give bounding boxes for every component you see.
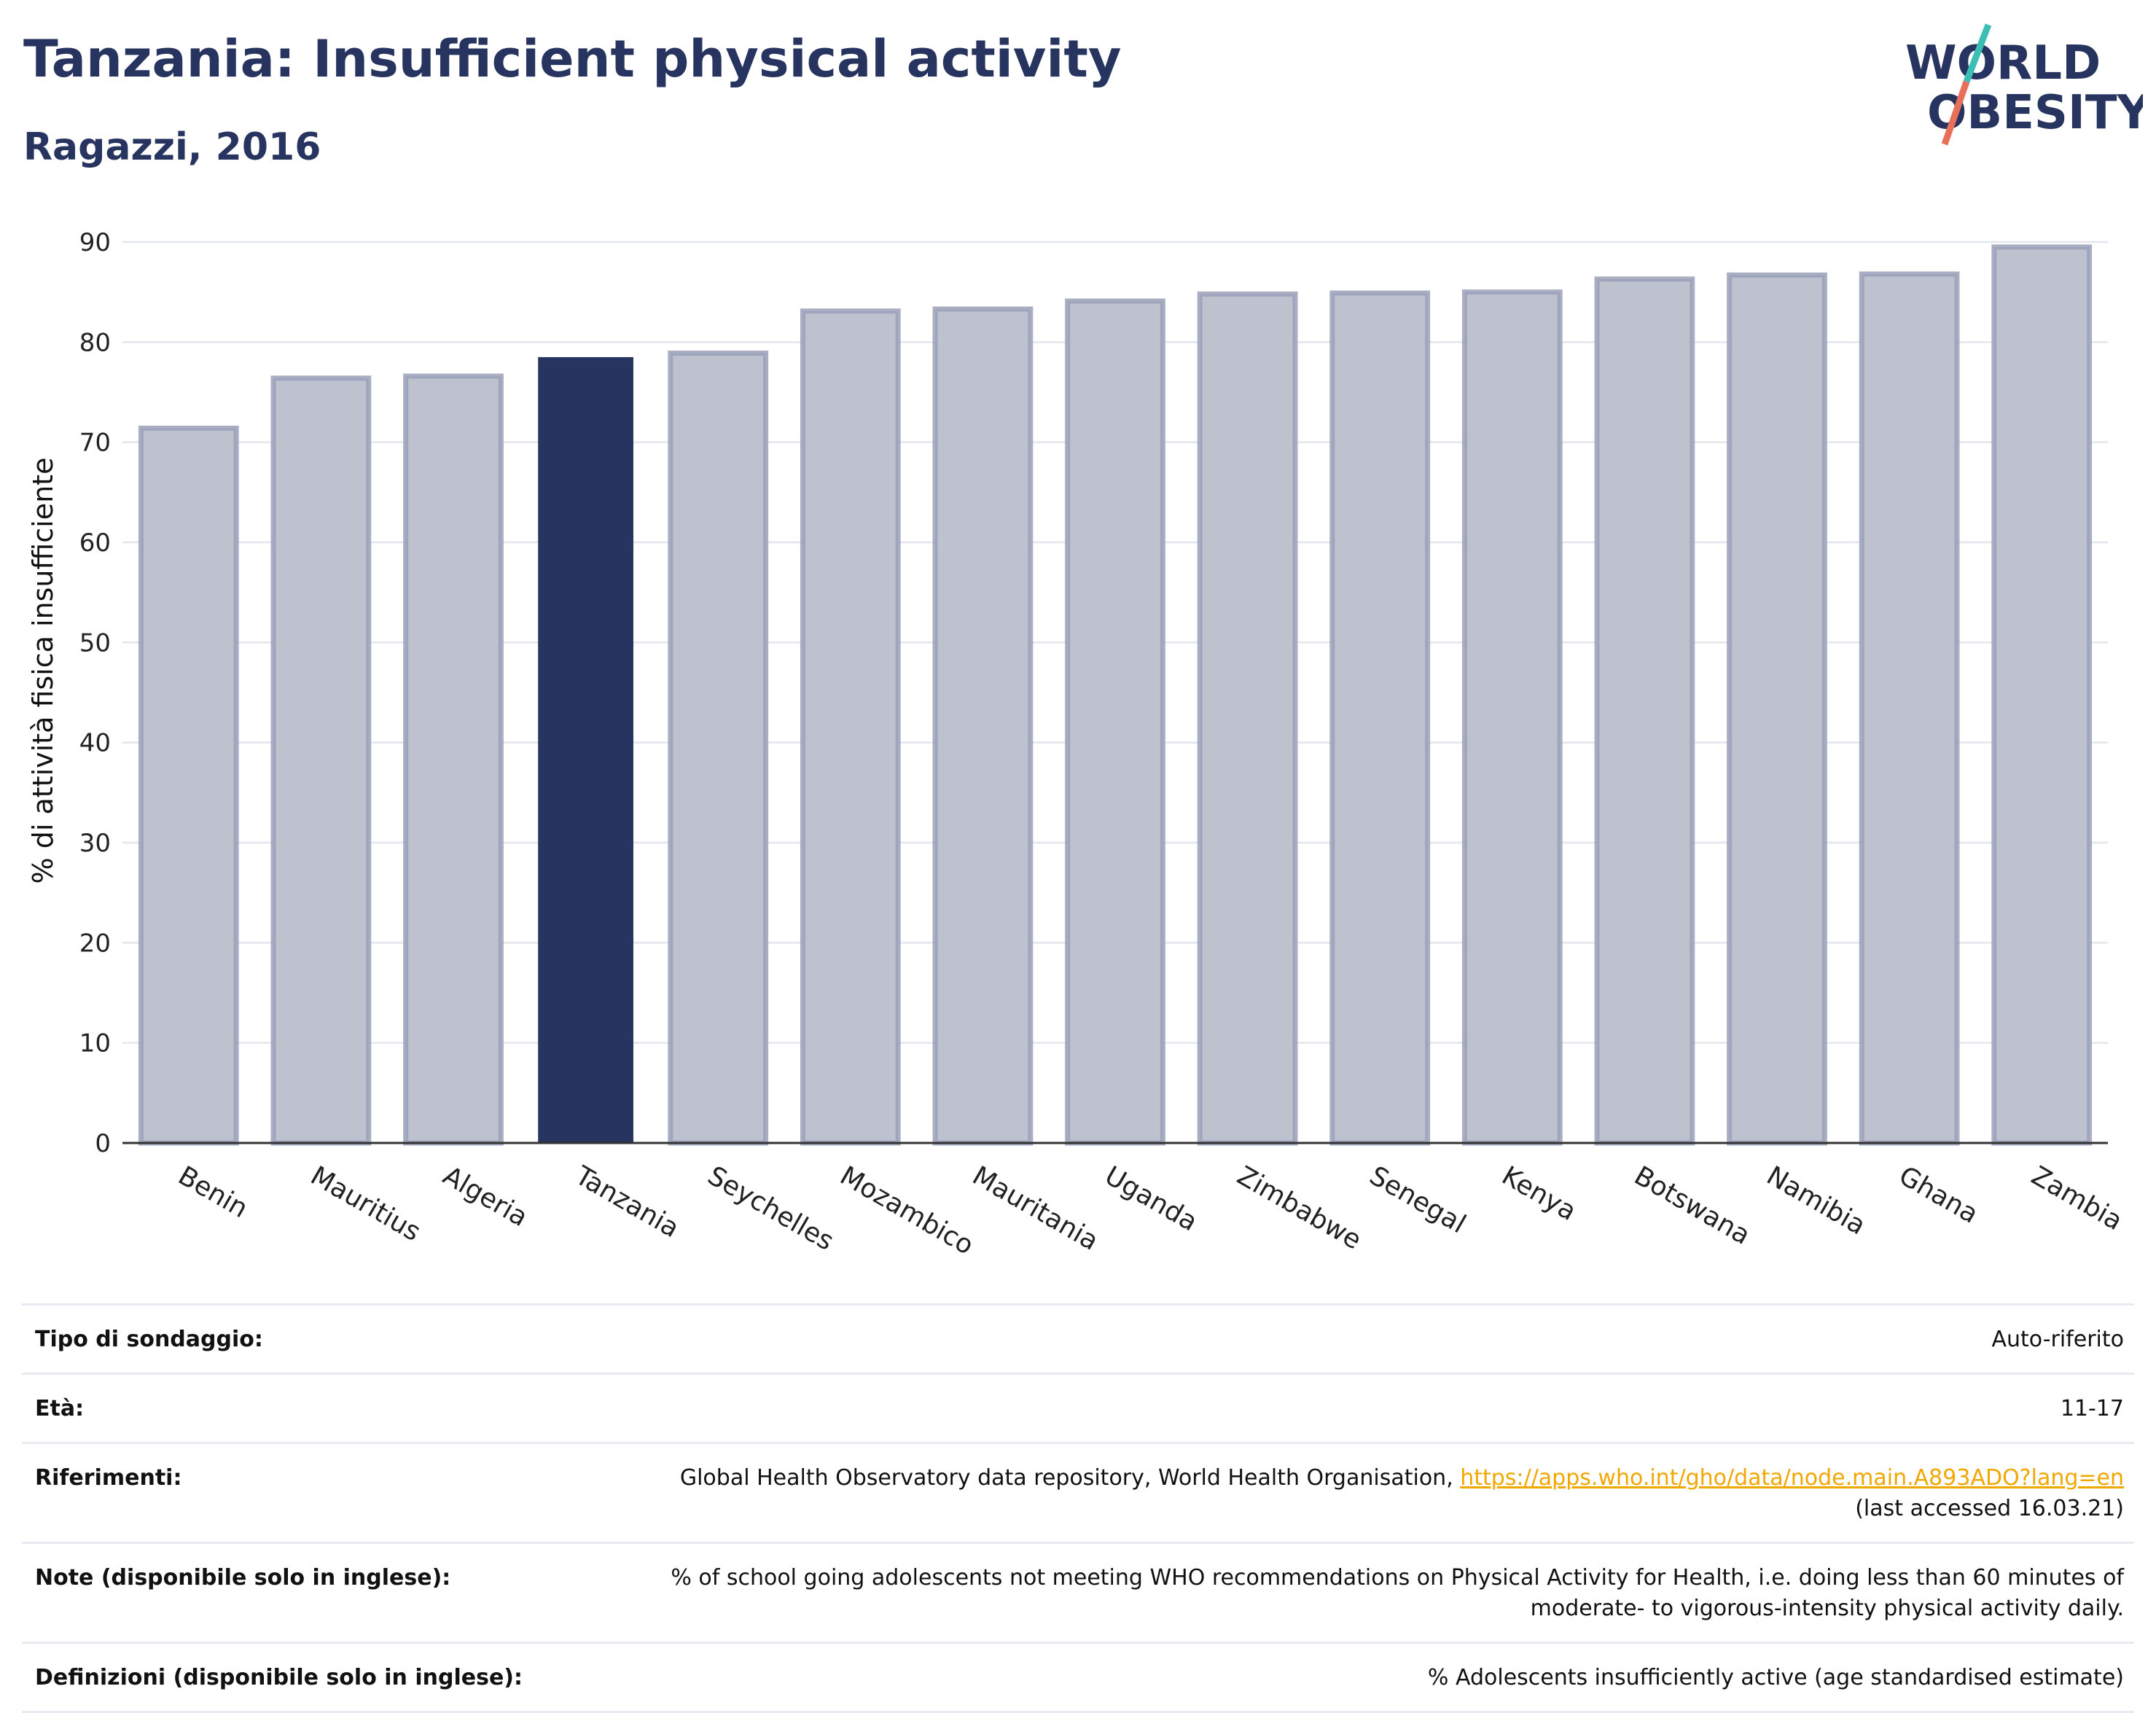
info-value: Auto-riferito	[589, 1305, 2134, 1374]
y-tick-label: 0	[95, 1129, 111, 1158]
info-row: Tipo di sondaggio: Auto-riferito	[22, 1304, 2134, 1374]
bar-kenya	[1461, 289, 1563, 1146]
x-tick-label: Namibia	[1762, 1160, 1871, 1241]
y-tick-label: 80	[79, 328, 111, 357]
x-tick-label: Senegal	[1364, 1160, 1471, 1239]
info-label: Riferimenti:	[35, 1465, 182, 1491]
info-value: % Adolescents insufficiently active (age…	[589, 1643, 2134, 1712]
x-tick-label: Mauritania	[967, 1160, 1104, 1256]
bar-uganda	[1065, 298, 1165, 1146]
info-value-text: Auto-riferito	[1991, 1327, 2124, 1352]
y-tick-label: 50	[79, 628, 111, 658]
info-label: Età:	[35, 1396, 85, 1421]
logo-slash-bottom	[1941, 80, 1970, 146]
x-tick-label: Botswana	[1629, 1160, 1755, 1250]
x-tick-label: Kenya	[1497, 1160, 1582, 1227]
x-tick-label: Uganda	[1100, 1160, 1203, 1237]
bars	[138, 244, 2093, 1146]
bar-tanzania	[538, 356, 633, 1143]
reference-link[interactable]: https://apps.who.int/gho/data/node.main.…	[1460, 1465, 2124, 1491]
logo-line1: WORLD	[1905, 36, 2101, 90]
bar-zimbabwe	[1197, 291, 1298, 1146]
bar-zambia	[1991, 244, 2093, 1146]
x-tick-label: Seychelles	[703, 1160, 839, 1256]
y-tick-label: 40	[79, 729, 111, 758]
info-value-note: (last accessed 16.03.21)	[1855, 1496, 2124, 1521]
info-value: Global Health Observatory data repositor…	[589, 1443, 2134, 1543]
info-label: Note (disponibile solo in inglese):	[35, 1565, 451, 1591]
page-subtitle: Ragazzi, 2016	[23, 125, 321, 169]
x-tick-label: Ghana	[1894, 1160, 1983, 1229]
bar-senegal	[1329, 290, 1431, 1146]
bar-mozambico	[800, 308, 901, 1146]
x-tick-label: Zimbabwe	[1232, 1160, 1366, 1255]
x-tick-label: Tanzania	[569, 1160, 684, 1244]
info-row: Riferimenti: Global Health Observatory da…	[22, 1443, 2134, 1543]
x-tick-label: Benin	[173, 1160, 253, 1224]
bar-botswana	[1594, 276, 1695, 1146]
info-row: Età: 11-17	[22, 1373, 2134, 1443]
info-value: % of school going adolescents not meetin…	[589, 1543, 2134, 1643]
y-axis-label: % di attività fisica insufficiente	[27, 458, 59, 884]
info-row: Note (disponibile solo in inglese): % of …	[22, 1542, 2134, 1643]
page-title: Tanzania: Insufficient physical activity	[23, 29, 1122, 89]
y-tick-label: 90	[79, 228, 111, 257]
info-label: Tipo di sondaggio:	[35, 1327, 263, 1352]
info-row: Definizioni (disponibile solo in inglese…	[22, 1642, 2134, 1712]
info-label: Definizioni (disponibile solo in inglese…	[35, 1665, 523, 1690]
x-tick-label: Zambia	[2026, 1160, 2128, 1236]
info-value-text: % Adolescents insufficiently active (age…	[1427, 1665, 2124, 1690]
bar-benin	[138, 425, 239, 1146]
info-value-text: Global Health Observatory data repositor…	[679, 1465, 1461, 1491]
x-tick-label: Algeria	[438, 1160, 533, 1233]
info-value: 11-17	[589, 1374, 2134, 1443]
x-tick-label: Mauritius	[305, 1160, 426, 1247]
info-value-text: 11-17	[2060, 1396, 2124, 1421]
info-table: Tipo di sondaggio: Auto-riferito Età: 11-17…	[22, 1303, 2134, 1713]
y-tick-label: 60	[79, 528, 111, 558]
bar-seychelles	[668, 350, 769, 1146]
bar-mauritania	[932, 306, 1034, 1146]
info-value-text: % of school going adolescents not meetin…	[671, 1565, 2124, 1621]
world-obesity-logo: WORLD OBESITY	[1905, 23, 2143, 146]
bar-algeria	[403, 373, 504, 1146]
y-tick-label: 20	[79, 929, 111, 958]
x-tick-label: Mozambico	[835, 1160, 979, 1260]
bar-ghana	[1859, 271, 1960, 1146]
y-tick-label: 30	[79, 829, 111, 858]
logo-slash-top	[1963, 23, 1992, 83]
y-tick-label: 70	[79, 429, 111, 458]
bar-chart: 0 10 20 30 40 50 60 70 80 90 Benin Mauritius Algeria…	[27, 228, 2128, 1261]
y-tick-label: 10	[79, 1029, 111, 1058]
bar-namibia	[1727, 272, 1827, 1146]
bar-mauritius	[270, 375, 372, 1146]
